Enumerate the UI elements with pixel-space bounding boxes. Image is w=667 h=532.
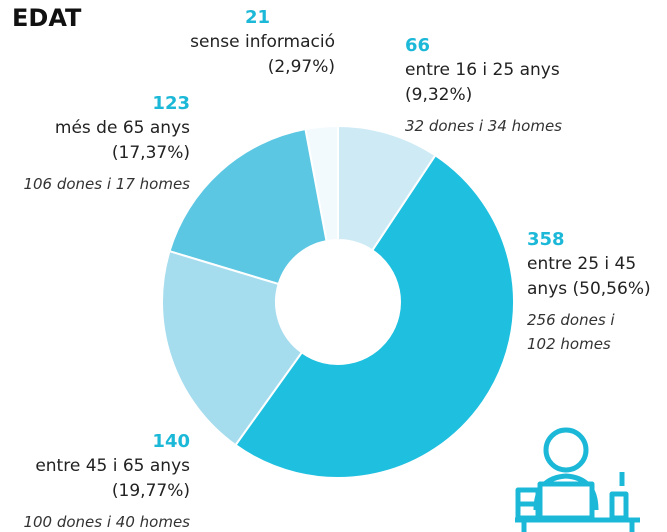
category-label: entre 25 i 45 anys — [527, 254, 637, 299]
note: 106 dones i 17 homes — [23, 175, 190, 193]
slice-label: 140 entre 45 i 65 anys (19,77%) 100 dones i… — [0, 430, 190, 532]
value-label: 140 — [152, 431, 190, 452]
icon — [515, 427, 640, 532]
value-label: 66 — [405, 35, 431, 56]
slice — [337, 124, 437, 252]
category-label: més de 65 anys — [54, 118, 190, 138]
percent-label: (9,32%) — [405, 85, 473, 105]
note: 100 dones i 40 homes — [23, 513, 190, 531]
slice-label: 123 més de 65 anys (17,37%) 106 dones i 17 … — [0, 92, 190, 196]
category-label: sense informació — [190, 32, 335, 52]
note: 256 dones i 102 homes — [527, 311, 615, 353]
slice-label: 358 entre 25 i 45 anys (50,56%) 256 dones … — [527, 228, 662, 356]
slice — [234, 153, 515, 479]
slice-label: 21 sense informació (2,97%) — [140, 6, 335, 80]
value-label: 358 — [527, 229, 565, 250]
slice — [161, 249, 304, 447]
slice-label: 66 entre 16 i 25 anys (9,32%) 32 dones i 34… — [405, 34, 660, 138]
percent-label: (50,56%) — [572, 279, 651, 299]
slice — [168, 127, 328, 286]
category-label: entre 16 i 25 anys — [405, 60, 560, 80]
note: 32 dones i 34 homes — [405, 117, 563, 135]
value-label: 123 — [152, 93, 190, 114]
category-label: entre 45 i 65 anys — [35, 456, 190, 476]
value-label: 21 — [244, 7, 271, 28]
percent-label: (17,37%) — [111, 143, 190, 163]
percent-label: (2,97%) — [267, 57, 335, 77]
chart-title: EDAT — [12, 4, 82, 32]
percent-label: (19,77%) — [111, 481, 190, 501]
